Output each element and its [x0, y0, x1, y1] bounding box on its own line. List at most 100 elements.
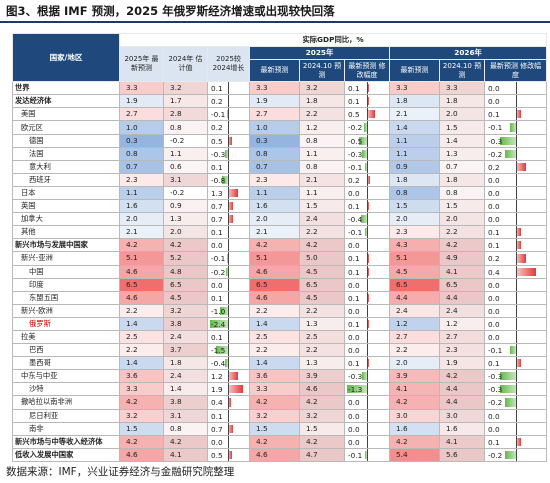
- region-name: 新兴市场与中等收入经济体: [12, 434, 120, 449]
- value-cell: 1.6: [439, 421, 485, 436]
- value-cell: 0.8: [299, 133, 345, 148]
- bar-axis: [367, 305, 368, 317]
- value-cell: 4.1: [163, 447, 208, 462]
- bar-value: 0.7: [211, 202, 223, 212]
- table-row: 拉美 2.5 2.4 0.1 2.5 2.5 0.0 2.7 2.7 0.0: [12, 329, 548, 345]
- value-cell: 0.9: [389, 159, 440, 174]
- bar-value: 0.7: [211, 215, 223, 225]
- region-name: 俄罗斯: [12, 316, 120, 331]
- bar-value: 0.7: [211, 424, 223, 434]
- revision-bar-cell: 0.2: [483, 159, 548, 174]
- value-cell: 0.8: [439, 185, 485, 201]
- bar-axis: [515, 213, 517, 225]
- value-cell: 3.1: [163, 408, 208, 423]
- bar-axis: [227, 121, 229, 134]
- bar-value: 0.1: [348, 359, 360, 369]
- value-cell: 4.2: [249, 395, 300, 410]
- table-row: 发达经济体 1.9 1.7 0.2 1.9 1.8 0.1 1.8 1.8 0.0: [12, 94, 548, 109]
- value-cell: 2.0: [119, 212, 164, 227]
- value-cell: 3.9: [299, 369, 345, 384]
- revision-bar-cell: 0.0: [483, 316, 548, 331]
- revision-bar-cell: 0.1: [344, 81, 390, 96]
- revision-bar-cell: 0.0: [483, 290, 548, 305]
- bar-value: 0.0: [488, 215, 500, 225]
- bar-axis: [367, 148, 368, 160]
- value-cell: 2.5: [249, 329, 300, 345]
- value-cell: 3.0: [389, 408, 440, 423]
- bar-value: -0.3: [348, 372, 363, 382]
- table-row: 墨西哥 1.4 1.8 -0.4 1.4 1.3 0.1 2.0 1.9 0.1: [12, 356, 548, 371]
- value-cell: 2.4: [163, 369, 208, 384]
- bar-axis: [227, 449, 229, 461]
- region-name: 中国: [12, 264, 120, 279]
- revision-bar-cell: 0.2: [207, 120, 250, 135]
- revision-bar-cell: 1.2: [207, 369, 250, 384]
- value-cell: 1.8: [389, 94, 440, 109]
- value-cell: 2.1: [389, 107, 440, 122]
- value-cell: 3.3: [119, 382, 164, 397]
- positive-bar: [515, 437, 521, 446]
- table-row: 沙特 3.3 1.4 1.9 3.3 4.6 -1.3 4.1 4.4 -0.3: [12, 382, 548, 397]
- bar-axis: [367, 108, 368, 120]
- value-cell: 3.9: [389, 369, 440, 384]
- revision-bar-cell: 1.3: [207, 185, 250, 201]
- value-cell: 0.8: [389, 185, 440, 201]
- bar-axis: [367, 82, 368, 94]
- revision-bar-cell: -0.1: [483, 120, 548, 135]
- value-cell: 3.2: [299, 408, 345, 423]
- positive-bar: [515, 110, 521, 119]
- bar-value: 0.0: [488, 411, 500, 421]
- region-name: 墨西哥: [12, 356, 120, 371]
- revision-bar-cell: -1.3: [344, 382, 390, 397]
- region-name: 加拿大: [12, 212, 120, 227]
- positive-bar: [515, 267, 536, 276]
- negative-bar: [362, 149, 367, 158]
- value-cell: 2.3: [119, 172, 164, 187]
- revision-bar-cell: 0.1: [344, 251, 390, 266]
- value-cell: 2.2: [299, 107, 345, 122]
- value-cell: 1.8: [439, 172, 485, 187]
- revision-bar-cell: -0.2: [483, 447, 548, 462]
- year-2026-header: 2026年: [388, 46, 548, 61]
- revision-bar-cell: -0.1: [483, 343, 548, 358]
- bar-axis: [367, 331, 368, 343]
- negative-bar: [359, 136, 367, 145]
- table-row: 低收入发展中国家 4.6 4.1 0.5 4.6 4.7 -0.1 5.4 5.6 -0.2: [12, 447, 548, 462]
- table-row: 世界 3.3 3.2 0.1 3.3 3.2 0.1 3.3 3.3 0.0: [12, 81, 548, 96]
- bar-axis: [367, 357, 368, 369]
- bar-value: 0.1: [488, 241, 500, 251]
- bar-value: -0.2: [488, 149, 503, 159]
- revision-bar-cell: -0.3: [207, 146, 250, 161]
- revision-bar-cell: 0.0: [483, 408, 548, 423]
- value-cell: 3.3: [389, 81, 440, 96]
- revision-bar-cell: 0.1: [207, 329, 250, 345]
- revision-bar-cell: 1.9: [207, 382, 250, 397]
- region-name: 新兴-亚洲: [12, 251, 120, 266]
- revision-bar-cell: -1.0: [207, 303, 250, 318]
- value-cell: 2.2: [299, 343, 345, 358]
- bar-value: 0.0: [348, 332, 360, 342]
- bar-axis: [515, 423, 517, 435]
- value-cell: 4.2: [299, 238, 345, 253]
- revision-bar-cell: -0.8: [207, 172, 250, 187]
- region-name: 意大利: [12, 159, 120, 174]
- region-name: 巴西: [12, 343, 120, 358]
- negative-bar: [209, 319, 228, 328]
- value-cell: 4.2: [249, 434, 300, 449]
- table-row: 巴西 2.2 3.7 -1.5 2.2 2.2 0.0 2.2 2.3 -0.1: [12, 343, 548, 358]
- revision-bar-cell: 0.1: [483, 434, 548, 449]
- value-cell: 0.8: [119, 146, 164, 161]
- bar-value: -0.1: [488, 346, 503, 356]
- col-growth-header: 2025较 2024增长: [207, 46, 250, 83]
- revision-bar-cell: 0.1: [344, 316, 390, 331]
- negative-bar: [510, 123, 516, 132]
- bar-axis: [515, 135, 517, 147]
- value-cell: 3.2: [249, 408, 300, 423]
- bar-axis: [515, 331, 517, 343]
- bar-axis: [367, 239, 368, 251]
- bar-value: 0.0: [348, 306, 360, 316]
- bar-axis: [227, 436, 229, 448]
- value-cell: 2.2: [299, 225, 345, 240]
- value-cell: 4.2: [439, 369, 485, 384]
- bar-axis: [227, 383, 229, 395]
